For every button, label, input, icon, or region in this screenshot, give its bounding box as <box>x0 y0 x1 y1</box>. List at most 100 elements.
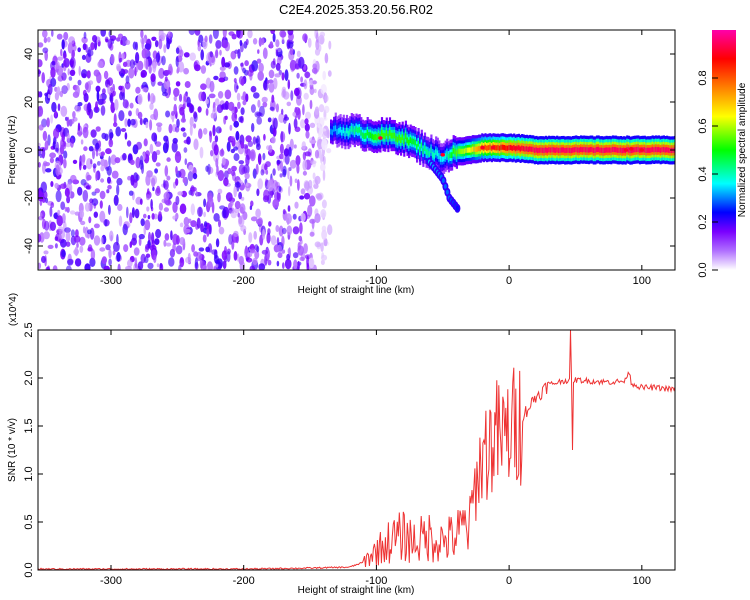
noise-blob <box>176 118 180 128</box>
noise-blob <box>203 221 208 228</box>
noise-blob <box>262 101 268 108</box>
noise-blob <box>320 242 324 253</box>
noise-blob <box>153 108 159 121</box>
signal-cell <box>479 146 482 152</box>
signal-cell <box>384 133 387 139</box>
noise-blob <box>173 95 177 102</box>
noise-blob <box>304 71 311 79</box>
noise-blob <box>280 160 283 172</box>
noise-blob <box>251 60 259 72</box>
noise-blob <box>266 79 270 85</box>
noise-blob <box>64 227 71 233</box>
noise-blob <box>70 118 75 124</box>
signal-cell <box>535 147 538 153</box>
noise-blob <box>270 60 276 69</box>
noise-blob <box>268 69 275 79</box>
noise-blob <box>262 152 266 161</box>
noise-blob <box>209 80 215 93</box>
noise-blob <box>103 70 109 80</box>
noise-blob <box>321 138 328 151</box>
noise-blob <box>164 165 169 177</box>
noise-blob <box>86 70 91 79</box>
signal-cell <box>419 146 422 153</box>
noise-blob <box>257 217 264 227</box>
signal-cell <box>573 147 576 153</box>
signal-cell <box>473 146 476 152</box>
noise-blob <box>317 123 321 128</box>
signal-cell <box>484 144 487 150</box>
noise-blob <box>137 60 144 71</box>
noise-blob <box>87 229 92 235</box>
noise-blob <box>231 165 237 172</box>
signal-cell <box>412 138 415 145</box>
noise-blob <box>289 159 297 169</box>
noise-blob <box>208 93 216 99</box>
signal-cell <box>422 148 425 155</box>
noise-blob <box>308 257 315 269</box>
noise-blob <box>228 31 235 36</box>
noise-blob <box>43 191 48 200</box>
noise-blob <box>145 253 151 258</box>
signal-cell <box>408 139 411 146</box>
noise-blob <box>64 142 72 148</box>
noise-blob <box>75 229 79 238</box>
signal-cell <box>470 147 473 153</box>
y-tick-label: 0 <box>23 147 35 153</box>
noise-blob <box>44 197 49 204</box>
noise-blob <box>312 80 317 85</box>
noise-blob <box>84 82 89 91</box>
noise-blob <box>84 202 91 212</box>
noise-blob <box>281 72 285 81</box>
signal-cell <box>441 156 444 162</box>
colorbar-tick-label: 0.6 <box>697 118 709 133</box>
noise-blob <box>77 79 82 86</box>
noise-blob <box>300 212 306 222</box>
noise-blob <box>245 93 249 102</box>
noise-blob <box>238 116 243 123</box>
noise-blob <box>122 99 129 109</box>
signal-cell <box>451 152 454 158</box>
noise-blob <box>263 189 270 201</box>
signal-cell <box>411 138 414 145</box>
noise-blob <box>257 99 261 108</box>
noise-blob <box>218 219 221 228</box>
noise-blob <box>222 39 229 49</box>
x-tick-label: 0 <box>506 575 512 587</box>
noise-blob <box>60 238 67 248</box>
signal-cell <box>436 150 439 157</box>
signal-cell <box>608 147 611 153</box>
noise-blob <box>218 128 222 133</box>
noise-blob <box>65 231 71 242</box>
signal-cell <box>575 146 578 153</box>
noise-blob <box>250 248 256 254</box>
signal-cell <box>369 132 372 139</box>
noise-blob <box>170 230 173 241</box>
noise-blob <box>151 232 155 244</box>
noise-blob <box>106 189 110 194</box>
noise-blob <box>110 154 117 165</box>
noise-blob <box>137 93 143 105</box>
noise-blob <box>116 37 121 42</box>
noise-blob <box>299 195 305 200</box>
signal-cell <box>438 153 441 159</box>
signal-cell <box>645 147 648 153</box>
noise-blob <box>252 257 258 265</box>
noise-blob <box>117 263 121 270</box>
noise-blob <box>221 209 227 219</box>
noise-blob <box>206 261 213 270</box>
signal-cell <box>659 147 662 153</box>
noise-blob <box>243 164 250 175</box>
noise-blob <box>193 138 199 151</box>
noise-blob <box>226 141 231 152</box>
noise-blob <box>86 174 92 181</box>
noise-blob <box>129 102 134 109</box>
noise-blob <box>164 69 171 75</box>
noise-blob <box>65 241 71 247</box>
noise-blob <box>148 231 151 243</box>
signal-cell <box>643 147 646 153</box>
noise-blob <box>68 36 75 45</box>
snr-marks <box>38 330 675 570</box>
noise-blob <box>46 265 51 270</box>
noise-blob <box>145 150 150 157</box>
signal-cell <box>382 132 385 139</box>
